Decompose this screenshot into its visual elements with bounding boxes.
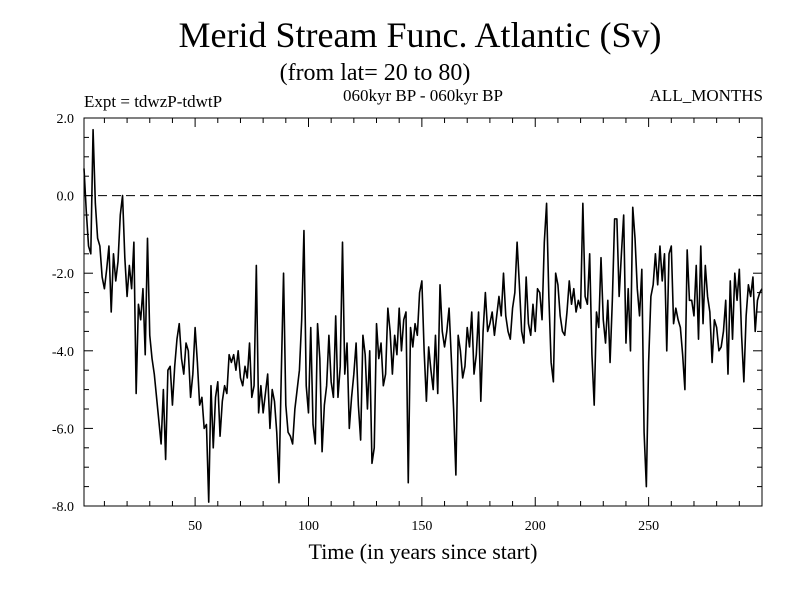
y-tick-label: -2.0 (52, 267, 74, 282)
y-tick-label: -4.0 (52, 345, 74, 360)
x-tick-label: 150 (411, 519, 432, 534)
experiment-label: Expt = tdwzP-tdwtP (84, 92, 223, 111)
x-tick-label: 100 (298, 519, 319, 534)
chart-subtitle: (from lat= 20 to 80) (279, 60, 471, 86)
x-tick-label: 200 (525, 519, 546, 534)
y-axis-tick-labels: -8.0 -6.0 -4.0 -2.0 0.0 2.0 (52, 112, 74, 515)
period-label: 060kyr BP - 060kyr BP (343, 86, 503, 105)
x-axis-ticks (103, 118, 763, 506)
y-tick-label: 0.0 (57, 190, 75, 205)
y-axis-ticks (84, 117, 762, 507)
y-tick-label: -8.0 (52, 500, 74, 515)
x-tick-label: 250 (638, 519, 659, 534)
y-tick-label: -6.0 (52, 422, 74, 437)
x-axis-tick-labels: 50 100 150 200 250 (188, 519, 659, 534)
x-axis-label: Time (in years since start) (308, 539, 538, 564)
series-line (83, 128, 763, 503)
y-tick-label: 2.0 (57, 112, 75, 127)
x-tick-label: 50 (188, 519, 202, 534)
months-label: ALL_MONTHS (649, 86, 763, 105)
chart-title: Merid Stream Func. Atlantic (Sv) (178, 15, 662, 55)
